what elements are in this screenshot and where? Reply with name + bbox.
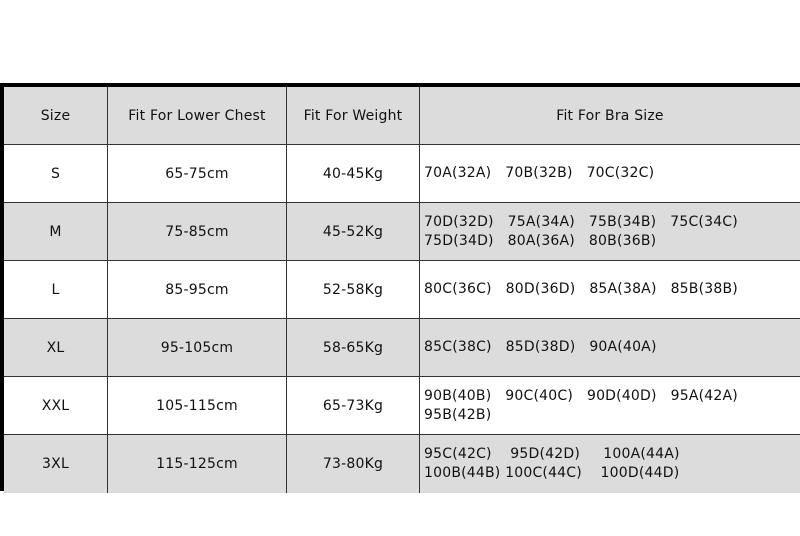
table-row: XL 95-105cm 58-65Kg 85C(38C) 85D(38D) 90A(4… xyxy=(4,319,800,377)
header-size: Size xyxy=(4,87,108,144)
lower-chest-cell: 105-115cm xyxy=(108,377,287,434)
bra-size-cell: 85C(38C) 85D(38D) 90A(40A) xyxy=(420,319,800,376)
header-lower-chest: Fit For Lower Chest xyxy=(108,87,287,144)
bra-size-cell: 80C(36C) 80D(36D) 85A(38A) 85B(38B) xyxy=(420,261,800,318)
table-row: L 85-95cm 52-58Kg 80C(36C) 80D(36D) 85A(38A… xyxy=(4,261,800,319)
bra-size-cell: 70D(32D) 75A(34A) 75B(34B) 75C(34C) 75D(3… xyxy=(420,203,800,260)
weight-cell: 58-65Kg xyxy=(287,319,420,376)
bra-size-cell: 90B(40B) 90C(40C) 90D(40D) 95A(42A) 95B(4… xyxy=(420,377,800,434)
lower-chest-cell: 115-125cm xyxy=(108,435,287,493)
table-row: 3XL 115-125cm 73-80Kg 95C(42C) 95D(42D) 100… xyxy=(4,435,800,493)
weight-cell: 73-80Kg xyxy=(287,435,420,493)
bra-size-line: 100B(44B) 100C(44C) 100D(44D) xyxy=(424,465,680,481)
bra-size-cell: 70A(32A) 70B(32B) 70C(32C) xyxy=(420,145,800,202)
bra-size-line: 70A(32A) 70B(32B) 70C(32C) xyxy=(424,165,655,181)
bra-size-line: 95C(42C) 95D(42D) 100A(44A) xyxy=(424,446,680,462)
lower-chest-cell: 75-85cm xyxy=(108,203,287,260)
header-row: Size Fit For Lower Chest Fit For Weight … xyxy=(4,87,800,145)
lower-chest-cell: 65-75cm xyxy=(108,145,287,202)
weight-cell: 52-58Kg xyxy=(287,261,420,318)
size-cell: M xyxy=(4,203,108,260)
bra-size-line: 75D(34D) 80A(36A) 80B(36B) xyxy=(424,232,657,249)
lower-chest-cell: 95-105cm xyxy=(108,319,287,376)
size-chart-table: Size Fit For Lower Chest Fit For Weight … xyxy=(0,83,800,493)
table-row: XXL 105-115cm 65-73Kg 90B(40B) 90C(40C) 90D… xyxy=(4,377,800,435)
bra-size-line: 95B(42B) xyxy=(424,406,492,423)
size-cell: L xyxy=(4,261,108,318)
table-row: M 75-85cm 45-52Kg 70D(32D) 75A(34A) 75B(34B… xyxy=(4,203,800,261)
lower-chest-cell: 85-95cm xyxy=(108,261,287,318)
header-bra-size: Fit For Bra Size xyxy=(556,107,664,124)
bra-size-line: 85C(38C) 85D(38D) 90A(40A) xyxy=(424,339,657,355)
size-cell: XL xyxy=(4,319,108,376)
bra-size-line: 80C(36C) 80D(36D) 85A(38A) 85B(38B) xyxy=(424,281,738,297)
weight-cell: 40-45Kg xyxy=(287,145,420,202)
size-cell: 3XL xyxy=(4,435,108,493)
weight-cell: 45-52Kg xyxy=(287,203,420,260)
size-cell: S xyxy=(4,145,108,202)
bra-size-cell: 95C(42C) 95D(42D) 100A(44A) 100B(44B) 100… xyxy=(420,435,800,493)
bra-size-line: 70D(32D) 75A(34A) 75B(34B) 75C(34C) xyxy=(424,213,738,230)
size-cell: XXL xyxy=(4,377,108,434)
weight-cell: 65-73Kg xyxy=(287,377,420,434)
table-row: S 65-75cm 40-45Kg 70A(32A) 70B(32B) 70C(32C… xyxy=(4,145,800,203)
header-weight: Fit For Weight xyxy=(287,87,420,144)
bra-size-line: 90B(40B) 90C(40C) 90D(40D) 95A(42A) xyxy=(424,387,738,404)
